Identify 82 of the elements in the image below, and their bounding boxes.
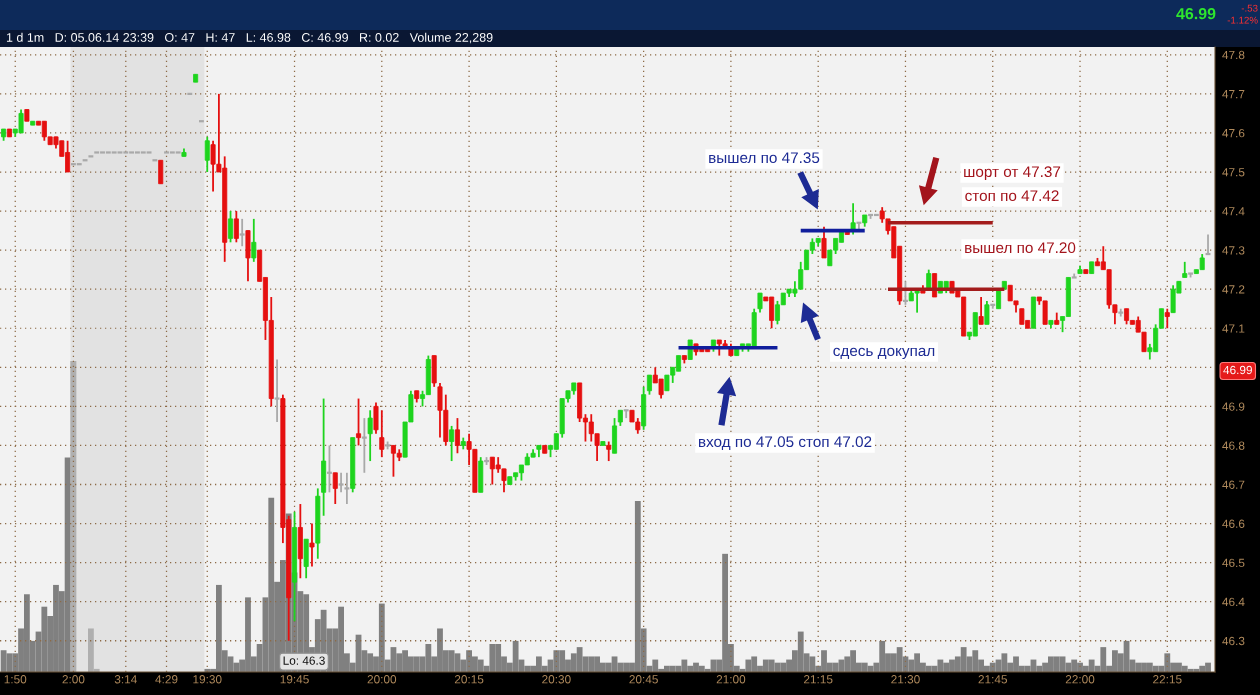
y-tick-label: 46.5 [1222, 558, 1245, 568]
x-tick-label: 21:15 [804, 675, 833, 684]
candlestick [151, 159, 159, 162]
y-tick-label: 47.4 [1222, 207, 1245, 216]
text: -1.12% [1227, 16, 1258, 24]
y-tick-label: 47.5 [1222, 168, 1245, 177]
candlestick [93, 151, 101, 154]
candlestick [228, 210, 234, 244]
candlestick [373, 401, 379, 435]
candlestick [606, 440, 612, 462]
candlestick [367, 409, 373, 462]
x-tick-label: 19:45 [280, 675, 309, 684]
x-tick-label: 21:45 [978, 675, 1008, 684]
candlestick [343, 471, 351, 505]
text: -.53 [1241, 4, 1258, 12]
annotation: Lo: 46.3 [283, 656, 325, 665]
y-tick-label: 46.4 [1222, 597, 1245, 607]
candlestick [233, 210, 239, 244]
text: 46.99 [1223, 365, 1252, 375]
candlestick [332, 471, 338, 505]
candlestick [646, 374, 652, 396]
candlestick [145, 151, 153, 154]
y-tick-label: 46.9 [1222, 402, 1245, 411]
text: 46.99 [1176, 7, 1216, 20]
x-tick-label: 4:29 [155, 675, 178, 684]
candlestick [204, 135, 210, 173]
x-tick-label: 21:30 [891, 675, 920, 684]
candlestick [116, 151, 124, 154]
y-tick-label: 47.6 [1222, 128, 1245, 138]
candlestick [251, 217, 257, 263]
candlestick [158, 159, 164, 185]
x-tick-label: 20:15 [454, 675, 484, 684]
candlestick [622, 409, 630, 419]
x-tick-label: 20:30 [542, 675, 571, 684]
candlestick [110, 151, 118, 154]
candlestick [174, 151, 182, 154]
x-tick-label: 21:00 [716, 675, 746, 684]
candlestick [757, 292, 763, 314]
candlestick [850, 202, 856, 236]
chart-subtitle: 1 d 1m D: 05.06.14 23:39 O: 47 H: 47 L: 46.98 C: 46.99 R: 0.02 Volume 22,289 [6, 32, 493, 44]
annotation: сдесь докупал [833, 347, 935, 360]
x-tick-label: 22:15 [1153, 675, 1182, 684]
y-tick-label: 46.8 [1222, 441, 1245, 450]
annotation: вышел по 47.35 [709, 152, 820, 164]
x-tick-label: 3:14 [114, 675, 137, 684]
x-tick-label: 2:00 [62, 675, 85, 684]
annotation: стоп по 47.42 [965, 190, 1059, 202]
candlestick [309, 522, 315, 568]
x-tick-label: 20:45 [629, 675, 658, 684]
y-tick-label: 47.1 [1222, 324, 1245, 333]
candlestick [273, 358, 281, 423]
y-tick-label: 47.3 [1222, 246, 1245, 255]
annotation: вход по 47.05 стоп 47.02 [699, 436, 872, 450]
y-tick-label: 46.3 [1222, 636, 1245, 646]
candlestick [238, 217, 246, 248]
x-tick-label: 20:00 [367, 675, 397, 684]
x-tick-label: 19:30 [193, 675, 222, 684]
candlestick [122, 151, 130, 154]
candlestick [872, 213, 880, 217]
candlestick [356, 397, 362, 447]
annotation: шорт от 47.37 [964, 166, 1061, 181]
y-tick-label: 47.8 [1222, 50, 1245, 60]
candlestick [186, 92, 194, 95]
x-tick-label: 1:50 [4, 675, 27, 684]
candlestick [984, 300, 990, 326]
y-tick-label: 47.7 [1222, 90, 1245, 99]
candlestick [821, 225, 827, 259]
candlestick [1164, 307, 1170, 330]
candlestick [454, 417, 460, 455]
candlestick [75, 163, 83, 166]
candlestick [81, 159, 89, 162]
annotation: вышел по 47.20 [965, 242, 1076, 254]
y-tick-label: 46.6 [1222, 519, 1245, 528]
candlestick [337, 471, 345, 494]
x-tick-label: 22:00 [1065, 675, 1095, 684]
candlestick [978, 296, 984, 326]
candlestick [87, 155, 95, 158]
candlestick [360, 417, 368, 474]
y-tick-label: 47.2 [1222, 285, 1245, 294]
candlestick [379, 409, 385, 459]
y-tick-label: 46.7 [1222, 480, 1245, 489]
candlestick [449, 425, 455, 462]
